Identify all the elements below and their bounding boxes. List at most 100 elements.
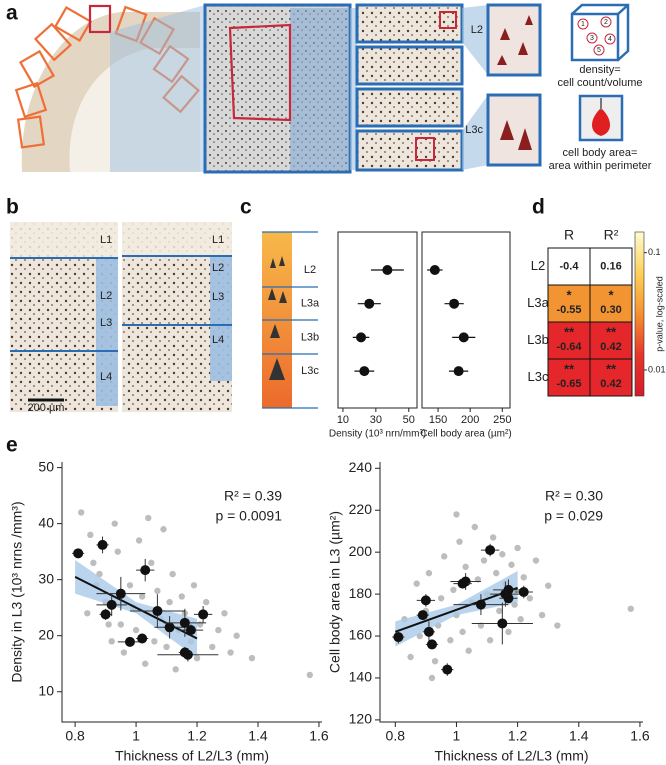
layer-boundaries [10,255,232,352]
dot [453,366,464,377]
sample-point [160,526,167,533]
sample-point [126,582,134,589]
sample-point [471,523,479,531]
subject-point [198,609,209,620]
cube-number: 5 [597,47,601,54]
sample-point [538,611,546,619]
sample-point [138,593,146,600]
axes-box [337,231,418,409]
cube-number: 1 [581,21,585,28]
axes [379,462,643,723]
subject-point [420,595,431,606]
subject-point [475,599,486,610]
subject-point [179,647,190,658]
area-definition: area within perimeter [549,160,652,172]
x-axis-label: Thickness of L2/L3 (mm) [434,748,588,764]
sample-point [554,622,561,629]
x-tick-label: 1 [132,728,140,744]
scale-label: 200 µm [28,402,65,414]
y-tick-label: 200 [349,543,373,559]
colorbar-tick-label: 0.01 [648,364,666,374]
sample-point [196,621,204,628]
subject-point [152,606,163,617]
panel-label: c [240,196,252,219]
axes [61,462,322,723]
y-tick-label: 240 [349,459,373,475]
panel-b: b L1 L2 L3 L4 L1 L2 L3 L4 200 µm [6,196,232,414]
zoom-label: L3c [465,124,483,136]
layer-label: L4 [212,334,224,346]
layer-label: L2 [212,262,224,274]
x-tick-label: 1 [453,728,461,744]
sample-point [120,649,128,656]
sample-point [431,657,439,665]
y-tick-label: 180 [349,585,373,601]
sample-point [145,514,152,522]
column-header: R [564,227,574,243]
sample-point [202,598,210,606]
layer-label: L3a [301,298,320,310]
subject-point [124,636,135,647]
layer-crops [355,3,464,172]
x-axis-label: Density (10³ nrn/mm³) [329,429,426,440]
sample-point [169,570,176,578]
sample-point [233,632,240,639]
sample-point [209,643,216,651]
cell [589,321,633,360]
sample-point [544,582,552,589]
subject-point [497,618,508,629]
sample-point [87,531,94,539]
colorbar-label: p-value, log-scaled [654,276,664,352]
dot [364,298,375,309]
subject-point [100,609,111,620]
sample-point [413,580,420,587]
subject-point [457,578,468,589]
zoom-projection [462,5,488,75]
layer-band [210,256,232,381]
significance: ** [606,324,617,339]
sample-point [493,569,500,577]
subject-point [115,588,126,599]
panel-label: e [6,434,18,457]
sample-point [215,626,222,634]
significance: ** [606,361,617,376]
row-label: L3b [527,332,549,347]
sample-point [437,595,445,602]
subject-point [503,593,514,604]
axes-box [421,231,511,409]
panel-label: b [6,196,19,219]
significance: * [608,287,614,302]
subject-point [137,633,148,644]
l1-region [10,222,118,257]
y-tick-label: 40 [38,514,54,530]
sample-point [428,674,436,682]
sample-point [526,595,534,602]
sample-point [90,559,97,567]
x-axis-label: Cell body area (µm²) [420,429,511,440]
sample-point [306,671,314,679]
significance: * [566,287,572,302]
sample-point [407,653,414,661]
subject-point [503,584,514,595]
significance: ** [564,324,575,339]
subject-point [73,548,84,559]
sample-point [499,551,506,558]
sample-point [456,538,463,545]
row-label: L2 [531,258,545,273]
sample-point [514,544,521,552]
cell-zoom [486,93,542,167]
cell-value: -0.4 [560,260,580,272]
cube-cells [577,16,616,56]
fit-line [74,575,198,640]
cube-numbers: 1 2 3 4 5 [581,19,612,54]
area-definition: cell body area= [563,147,638,159]
x-axis-label: Thickness of L2/L3 (mm) [115,748,269,764]
sample-point [459,628,466,636]
cell [589,358,633,397]
roi [415,137,435,161]
sample-point [154,587,161,595]
x-tick-label: 50 [403,414,415,426]
x-tick-label: 0.8 [65,728,85,744]
column-header: R² [604,227,619,243]
